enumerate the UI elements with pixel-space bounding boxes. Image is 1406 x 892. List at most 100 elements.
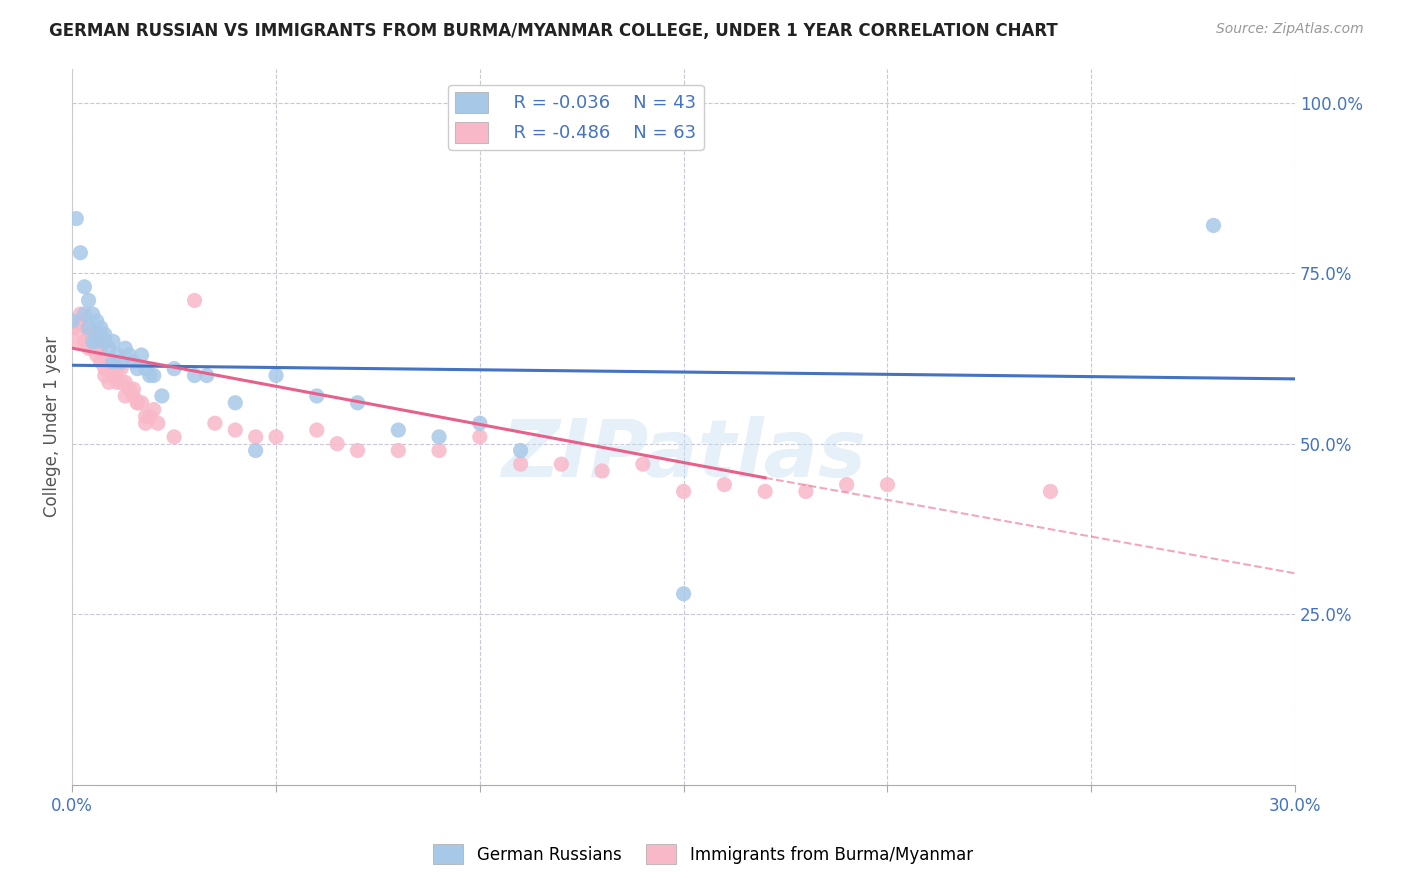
Point — [150, 389, 173, 403]
Point — [97, 355, 120, 369]
Point — [387, 423, 409, 437]
Point — [77, 320, 100, 334]
Point — [118, 382, 141, 396]
Text: ZIPatlas: ZIPatlas — [501, 417, 866, 494]
Point — [114, 341, 136, 355]
Point — [127, 361, 149, 376]
Text: Source: ZipAtlas.com: Source: ZipAtlas.com — [1216, 22, 1364, 37]
Point — [163, 430, 186, 444]
Point — [876, 477, 898, 491]
Point — [754, 484, 776, 499]
Point — [94, 368, 117, 383]
Point — [224, 396, 246, 410]
Point — [110, 361, 132, 376]
Point — [305, 423, 328, 437]
Point — [264, 430, 287, 444]
Point — [73, 307, 96, 321]
Legend: German Russians, Immigrants from Burma/Myanmar: German Russians, Immigrants from Burma/M… — [426, 838, 980, 871]
Point — [127, 396, 149, 410]
Point — [101, 361, 124, 376]
Point — [114, 389, 136, 403]
Point — [97, 376, 120, 390]
Point — [146, 416, 169, 430]
Point — [110, 376, 132, 390]
Point — [163, 361, 186, 376]
Point — [90, 320, 112, 334]
Point — [105, 348, 128, 362]
Point — [82, 334, 104, 349]
Point — [142, 402, 165, 417]
Point — [73, 280, 96, 294]
Point — [127, 396, 149, 410]
Point — [550, 457, 572, 471]
Point — [142, 368, 165, 383]
Point — [224, 423, 246, 437]
Point — [387, 443, 409, 458]
Point — [86, 348, 108, 362]
Point — [131, 348, 153, 362]
Point — [195, 368, 218, 383]
Point — [97, 341, 120, 355]
Point — [77, 341, 100, 355]
Point — [73, 320, 96, 334]
Point — [82, 327, 104, 342]
Point — [468, 416, 491, 430]
Point — [346, 396, 368, 410]
Point — [131, 396, 153, 410]
Point — [65, 334, 87, 349]
Point — [60, 314, 83, 328]
Point — [82, 341, 104, 355]
Point — [264, 368, 287, 383]
Point — [835, 477, 858, 491]
Point — [713, 477, 735, 491]
Point — [118, 348, 141, 362]
Point — [183, 293, 205, 308]
Text: GERMAN RUSSIAN VS IMMIGRANTS FROM BURMA/MYANMAR COLLEGE, UNDER 1 YEAR CORRELATIO: GERMAN RUSSIAN VS IMMIGRANTS FROM BURMA/… — [49, 22, 1057, 40]
Point — [69, 245, 91, 260]
Point — [245, 430, 267, 444]
Point — [90, 341, 112, 355]
Point — [65, 211, 87, 226]
Legend:   R = -0.036    N = 43,   R = -0.486    N = 63: R = -0.036 N = 43, R = -0.486 N = 63 — [449, 85, 703, 150]
Point — [82, 334, 104, 349]
Point — [82, 307, 104, 321]
Point — [69, 314, 91, 328]
Point — [427, 443, 450, 458]
Point — [86, 341, 108, 355]
Point — [122, 355, 145, 369]
Point — [305, 389, 328, 403]
Point — [1039, 484, 1062, 499]
Point — [110, 355, 132, 369]
Point — [672, 484, 695, 499]
Point — [77, 293, 100, 308]
Point — [101, 334, 124, 349]
Point — [138, 368, 160, 383]
Point — [631, 457, 654, 471]
Point — [101, 368, 124, 383]
Point — [1202, 219, 1225, 233]
Point — [86, 334, 108, 349]
Point — [135, 409, 157, 424]
Point — [94, 361, 117, 376]
Point — [138, 409, 160, 424]
Y-axis label: College, Under 1 year: College, Under 1 year — [44, 336, 60, 517]
Point — [90, 327, 112, 342]
Point — [86, 334, 108, 349]
Point — [794, 484, 817, 499]
Point — [135, 416, 157, 430]
Point — [90, 355, 112, 369]
Point — [122, 382, 145, 396]
Point — [346, 443, 368, 458]
Point — [326, 436, 349, 450]
Point — [77, 327, 100, 342]
Point — [204, 416, 226, 430]
Point — [245, 443, 267, 458]
Point — [672, 587, 695, 601]
Point — [509, 457, 531, 471]
Point — [105, 361, 128, 376]
Point — [73, 334, 96, 349]
Point — [183, 368, 205, 383]
Point — [86, 314, 108, 328]
Point — [427, 430, 450, 444]
Point — [94, 327, 117, 342]
